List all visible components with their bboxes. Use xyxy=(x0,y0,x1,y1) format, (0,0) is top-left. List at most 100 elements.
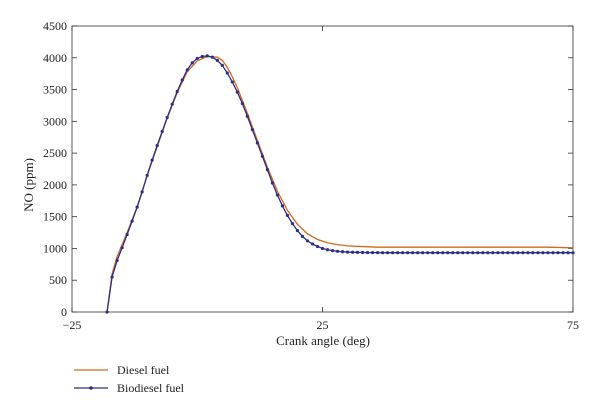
data-point xyxy=(531,251,535,255)
data-point xyxy=(431,251,435,255)
data-point xyxy=(516,251,520,255)
y-tick-label: 4000 xyxy=(43,51,67,65)
data-point xyxy=(310,242,315,246)
data-point xyxy=(175,89,179,94)
data-point xyxy=(300,234,305,238)
data-point xyxy=(290,222,295,226)
x-tick-label: 75 xyxy=(567,318,579,332)
data-point xyxy=(411,251,415,255)
legend-label: Diesel fuel xyxy=(117,363,170,377)
data-point xyxy=(506,251,510,255)
data-point xyxy=(365,250,370,255)
data-point xyxy=(295,229,300,233)
data-point xyxy=(200,54,204,59)
data-point xyxy=(551,251,555,255)
data-point xyxy=(225,71,229,75)
data-point xyxy=(280,204,285,208)
x-axis: −25 25 75 xyxy=(63,26,579,332)
data-point xyxy=(240,101,244,106)
data-point xyxy=(205,54,209,58)
data-point xyxy=(265,168,269,172)
x-tick-label: −25 xyxy=(63,318,82,332)
data-point xyxy=(421,251,425,255)
y-tick-label: 2000 xyxy=(43,178,67,192)
legend-marker xyxy=(89,386,93,390)
data-point xyxy=(165,115,169,120)
data-point xyxy=(110,275,114,279)
plot-frame xyxy=(71,25,574,313)
data-point xyxy=(446,251,450,255)
data-point xyxy=(235,90,239,94)
data-point xyxy=(250,127,254,132)
data-point xyxy=(320,246,325,251)
series-diesel-fuel xyxy=(106,55,574,313)
data-point xyxy=(275,193,280,197)
data-point xyxy=(125,232,129,237)
data-point xyxy=(546,251,550,255)
data-point xyxy=(436,251,440,255)
data-point xyxy=(416,251,420,255)
data-point xyxy=(471,251,475,255)
data-point xyxy=(541,251,545,255)
data-point xyxy=(466,251,470,255)
data-point xyxy=(220,63,224,68)
data-point xyxy=(566,251,570,255)
data-point xyxy=(340,250,345,254)
data-point xyxy=(401,251,405,255)
data-point xyxy=(396,251,400,255)
data-point xyxy=(556,251,560,255)
data-point xyxy=(215,58,219,62)
data-point xyxy=(426,251,430,255)
data-point xyxy=(255,141,259,145)
legend: Diesel fuel Biodiesel fuel xyxy=(74,363,185,395)
data-point xyxy=(185,68,189,72)
data-point xyxy=(335,249,340,253)
data-point xyxy=(150,158,154,162)
data-point xyxy=(526,251,530,255)
data-point xyxy=(260,154,264,158)
x-tick-label: 25 xyxy=(317,318,329,332)
y-tick-label: 3500 xyxy=(43,83,67,97)
data-point xyxy=(381,251,385,255)
data-point xyxy=(135,205,139,209)
data-point xyxy=(476,251,480,255)
data-point xyxy=(230,80,234,84)
series-line xyxy=(106,55,574,313)
data-point xyxy=(145,173,149,177)
data-point xyxy=(330,249,335,253)
y-tick-label: 4500 xyxy=(43,19,67,33)
data-point xyxy=(105,310,109,314)
data-point xyxy=(345,250,350,254)
series-layer xyxy=(105,54,575,314)
plot-area-border xyxy=(71,25,574,313)
y-tick-label: 3000 xyxy=(43,114,67,128)
data-point xyxy=(536,251,540,255)
data-point xyxy=(456,251,460,255)
data-point xyxy=(355,250,360,254)
x-axis-label: Crank angle (deg) xyxy=(276,333,370,348)
y-tick-label: 0 xyxy=(61,305,67,319)
series-line xyxy=(106,55,573,313)
data-point xyxy=(571,251,575,255)
y-tick-label: 500 xyxy=(49,273,67,287)
data-point xyxy=(115,258,119,263)
data-point xyxy=(360,250,365,255)
data-point xyxy=(140,190,144,194)
data-point xyxy=(441,251,445,255)
data-point xyxy=(315,244,320,249)
data-point xyxy=(386,251,390,255)
data-point xyxy=(481,251,485,255)
data-point xyxy=(521,251,525,255)
data-point xyxy=(406,251,410,255)
legend-label: Biodiesel fuel xyxy=(117,381,185,395)
data-point xyxy=(486,251,490,255)
data-point xyxy=(451,251,455,255)
data-point xyxy=(325,248,330,252)
data-point xyxy=(376,251,380,255)
data-point xyxy=(461,251,465,255)
data-point xyxy=(120,246,124,250)
data-point xyxy=(391,251,395,255)
data-point xyxy=(245,114,249,118)
data-point xyxy=(130,219,134,223)
data-point xyxy=(285,213,290,217)
